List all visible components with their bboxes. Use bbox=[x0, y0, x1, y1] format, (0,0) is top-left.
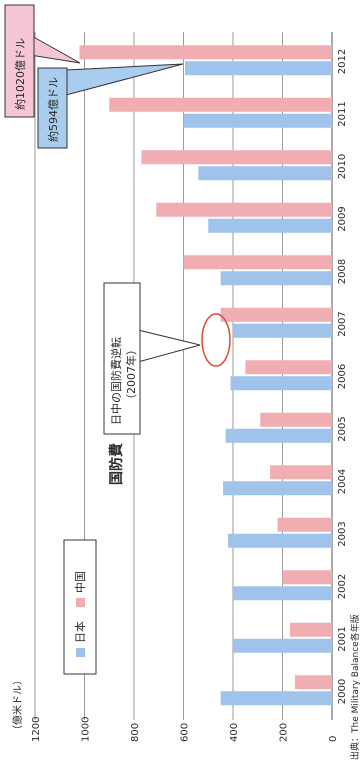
year-tick-label: 2000 bbox=[337, 679, 348, 704]
year-tick-label: 2007 bbox=[337, 311, 348, 336]
bar-china-2012 bbox=[79, 45, 332, 60]
callout-crossover-box bbox=[103, 282, 141, 435]
year-tick-label: 2004 bbox=[337, 469, 348, 494]
bar-china-2008 bbox=[183, 255, 332, 270]
bar-china-2004 bbox=[270, 465, 332, 480]
bar-japan-2004 bbox=[223, 481, 332, 496]
callout-crossover-line2: （2007年） bbox=[124, 344, 138, 405]
bar-japan-2006 bbox=[230, 376, 332, 391]
value-tick-label: 800 bbox=[130, 723, 141, 742]
year-tick-label: 2010 bbox=[337, 154, 348, 179]
bar-china-2005 bbox=[260, 412, 332, 427]
callout-japan-box bbox=[37, 67, 68, 149]
legend-label-japan: 日本 bbox=[73, 621, 87, 643]
callout-china-box bbox=[4, 4, 35, 118]
source-note: 出典：The Military Balance各年版 bbox=[349, 614, 361, 760]
bar-china-2002 bbox=[282, 570, 332, 585]
year-tick-label: 2001 bbox=[337, 626, 348, 651]
bar-china-2010 bbox=[141, 150, 332, 165]
legend: 日本 中国 bbox=[63, 539, 97, 675]
bar-japan-2002 bbox=[233, 586, 332, 601]
bar-japan-2012 bbox=[184, 61, 332, 76]
value-tick-label: 1000 bbox=[81, 717, 92, 742]
year-tick-label: 2012 bbox=[337, 49, 348, 74]
bar-japan-2005 bbox=[225, 428, 332, 443]
bar-japan-2003 bbox=[228, 533, 332, 548]
year-tick-label: 2009 bbox=[337, 206, 348, 231]
bar-china-2000 bbox=[294, 675, 332, 690]
year-tick-label: 2011 bbox=[337, 101, 348, 126]
callout-crossover-line1: 日中の国防費逆転 bbox=[109, 337, 123, 425]
bar-japan-2001 bbox=[233, 638, 332, 653]
legend-swatch-japan bbox=[76, 648, 85, 657]
year-tick-label: 2003 bbox=[337, 521, 348, 546]
legend-swatch-china bbox=[76, 598, 85, 607]
bar-china-2003 bbox=[277, 517, 332, 532]
value-axis-ticks: 0 200 400 600 800 1000 1200 bbox=[31, 717, 339, 742]
bar-japan-2011 bbox=[183, 113, 332, 128]
year-axis-ticks: 2000 2001 2002 2003 2004 2005 2006 2007 2008 2009… bbox=[337, 49, 348, 704]
bar-china-2011 bbox=[109, 97, 332, 112]
bar-japan-2008 bbox=[220, 271, 332, 286]
value-tick-label: 200 bbox=[279, 723, 290, 742]
value-tick-label: 0 bbox=[328, 736, 339, 742]
year-tick-label: 2002 bbox=[337, 574, 348, 599]
legend-label-china: 中国 bbox=[74, 571, 87, 593]
year-tick-label: 2006 bbox=[337, 364, 348, 389]
year-tick-label: 2008 bbox=[337, 259, 348, 284]
bar-china-2006 bbox=[245, 360, 332, 375]
bar-china-2007 bbox=[220, 307, 332, 322]
value-tick-label: 600 bbox=[180, 723, 191, 742]
callout-china-pointer bbox=[29, 34, 81, 64]
bar-japan-2000 bbox=[220, 691, 332, 706]
value-tick-label: 400 bbox=[229, 723, 240, 742]
callout-china-2012: 約1020億ドル bbox=[4, 4, 81, 118]
bar-china-2001 bbox=[289, 622, 332, 637]
callout-crossover-2007: 日中の国防費逆転 （2007年） bbox=[103, 282, 231, 435]
bar-japan-2009 bbox=[208, 218, 332, 233]
bars-group bbox=[79, 45, 332, 706]
callout-japan-text: 約594億ドル bbox=[46, 77, 60, 142]
callout-china-text: 約1020億ドル bbox=[13, 38, 27, 110]
crossover-highlight-circle bbox=[201, 313, 231, 367]
callout-japan-pointer bbox=[65, 63, 184, 96]
year-tick-label: 2005 bbox=[337, 416, 348, 441]
value-tick-label: 1200 bbox=[31, 717, 42, 742]
unit-label: （億米ドル） bbox=[11, 675, 24, 735]
bar-china-2009 bbox=[156, 202, 332, 217]
callout-japan-2012: 約594億ドル bbox=[37, 63, 184, 149]
bar-japan-2007 bbox=[233, 323, 332, 338]
callout-crossover-pointer bbox=[137, 329, 201, 363]
bar-japan-2010 bbox=[198, 166, 332, 181]
